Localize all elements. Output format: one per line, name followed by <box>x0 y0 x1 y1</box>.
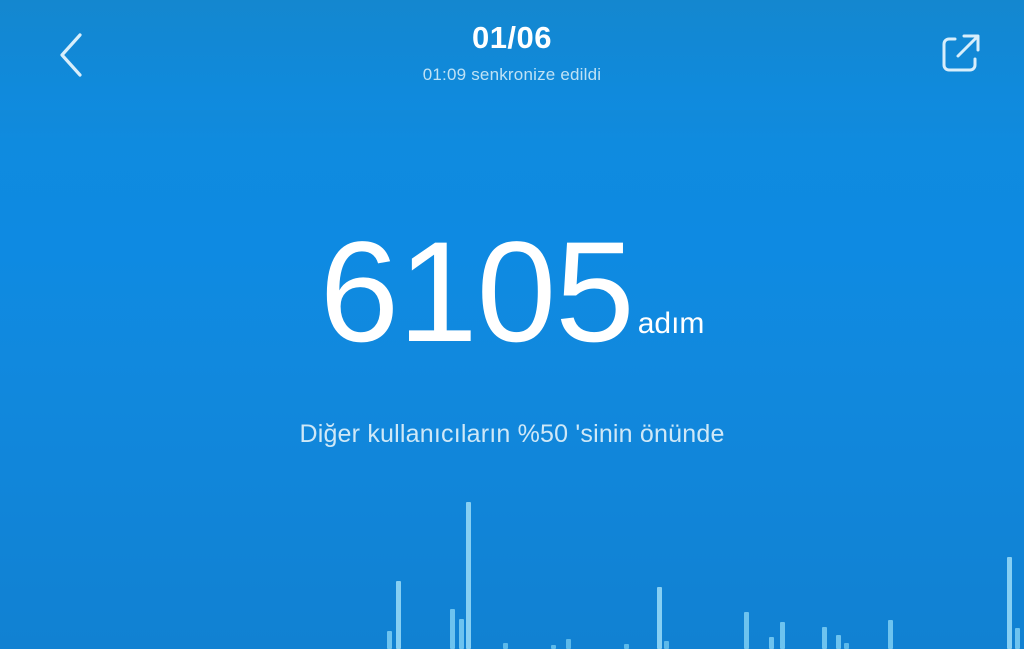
chevron-left-icon <box>54 31 88 79</box>
back-button[interactable] <box>44 28 98 82</box>
percentile-comparison-text: Diğer kullanıcıların %50 'sinin önünde <box>299 420 725 448</box>
chart-bar <box>887 620 893 649</box>
chart-bar <box>386 631 392 649</box>
chart-bar <box>395 581 401 649</box>
chart-bar <box>502 643 508 649</box>
chart-bar <box>656 587 662 649</box>
chart-bar <box>465 502 471 649</box>
chart-bar <box>623 644 629 649</box>
page-title: 01/06 <box>471 20 553 55</box>
app-header: 01/06 01:09 senkronize edildi <box>0 0 1024 110</box>
chart-bar <box>1014 628 1020 649</box>
chart-bar <box>835 635 841 649</box>
step-count-value: 6105 <box>319 213 635 372</box>
header-title-group: 01/06 01:09 senkronize edildi <box>0 22 1024 85</box>
external-link-icon <box>937 29 985 77</box>
step-count-unit: adım <box>637 306 705 340</box>
chart-bar <box>779 622 785 649</box>
share-button[interactable] <box>930 22 992 84</box>
chart-bar <box>843 643 849 649</box>
chart-bar <box>768 637 774 649</box>
chart-bar <box>550 645 556 649</box>
chart-bar <box>821 627 827 649</box>
chart-bar <box>458 619 464 649</box>
step-count-block: 6105 adım <box>0 213 1024 372</box>
chart-bar <box>565 639 571 649</box>
sync-status-text: 01:09 senkronize edildi <box>422 65 602 84</box>
activity-sparkline-chart <box>0 489 1024 649</box>
chart-bar <box>449 609 455 649</box>
chart-bar <box>743 612 749 649</box>
chart-bar <box>1006 557 1012 649</box>
chart-bar <box>663 641 669 649</box>
